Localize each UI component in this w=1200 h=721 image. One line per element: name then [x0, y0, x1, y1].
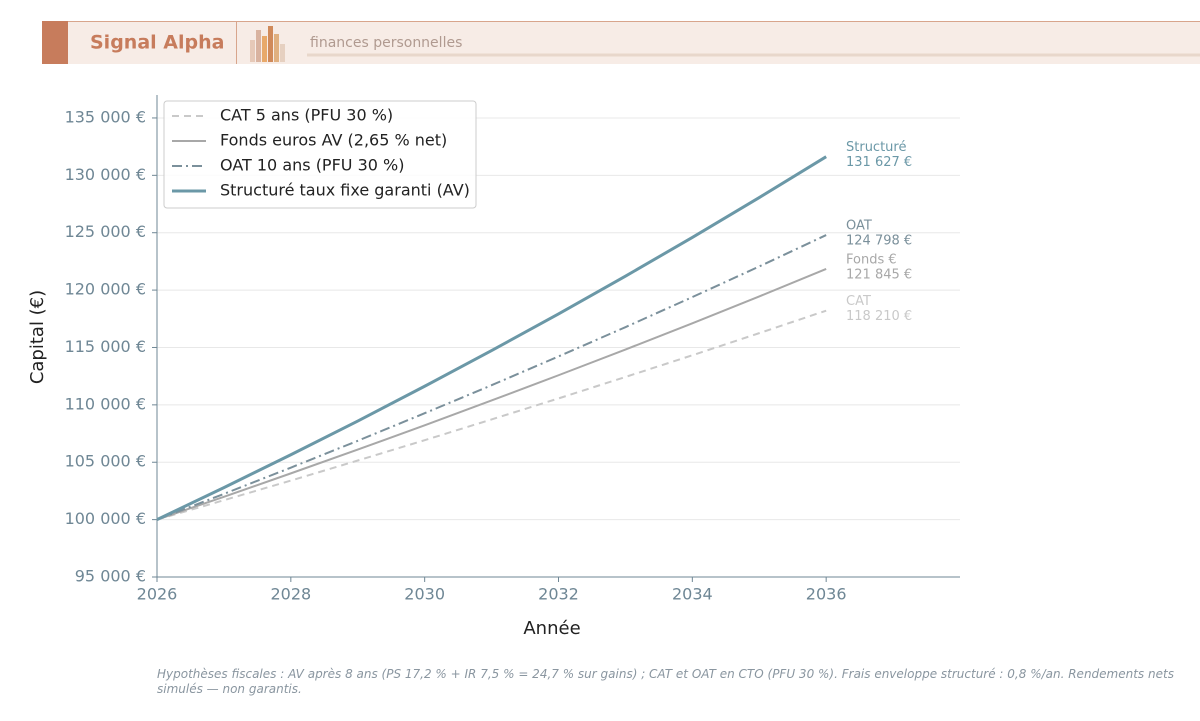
end-label-name: Structuré — [846, 140, 906, 155]
end-label-value: 121 845 € — [846, 267, 912, 282]
y-axis-label: Capital (€) — [27, 290, 48, 384]
series-line — [156, 234, 827, 521]
end-label-value: 118 210 € — [846, 309, 912, 324]
legend: CAT 5 ans (PFU 30 %) Fonds euros AV (2,65… — [163, 100, 477, 209]
x-axis-label: Année — [523, 618, 580, 639]
x-tick-label: 2028 — [270, 585, 311, 604]
footnote: Hypothèses fiscales : AV après 8 ans (PS… — [157, 667, 1174, 696]
x-tick-label: 2026 — [137, 585, 178, 604]
logo-icon — [250, 26, 285, 62]
x-tick-label: 2030 — [404, 585, 445, 604]
tagline: finances personnelles — [310, 35, 462, 51]
series-line — [156, 155, 827, 521]
end-label-value: 131 627 € — [846, 155, 912, 170]
y-tick-label: 115 000 € — [65, 337, 146, 356]
brand: Signal Alpha — [90, 32, 224, 54]
series-line — [156, 309, 827, 521]
end-label-name: OAT — [846, 219, 872, 234]
x-tick-label: 2036 — [806, 585, 847, 604]
x-tick-label: 2034 — [672, 585, 713, 604]
header-bar — [42, 21, 1200, 64]
end-label-name: Fonds € — [846, 252, 897, 267]
y-tick-label: 135 000 € — [65, 107, 146, 126]
y-tick-label: 100 000 € — [65, 509, 146, 528]
y-tick-label: 130 000 € — [65, 165, 146, 184]
y-tick-label: 110 000 € — [65, 394, 146, 413]
end-label-value: 124 798 € — [846, 234, 912, 249]
y-tick-label: 105 000 € — [65, 452, 146, 471]
legend-label: Structuré taux fixe garanti (AV) — [220, 181, 470, 200]
end-label-name: CAT — [846, 294, 871, 309]
y-tick-label: 125 000 € — [65, 222, 146, 241]
legend-label: CAT 5 ans (PFU 30 %) — [220, 106, 393, 125]
legend-label: Fonds euros AV (2,65 % net) — [220, 131, 447, 150]
series-line — [156, 267, 827, 521]
x-tick-label: 2032 — [538, 585, 579, 604]
y-tick-label: 120 000 € — [65, 280, 146, 299]
y-tick-label: 95 000 € — [75, 567, 146, 586]
legend-label: OAT 10 ans (PFU 30 %) — [220, 156, 404, 175]
brand-block — [42, 21, 68, 64]
legend-box — [163, 100, 477, 209]
